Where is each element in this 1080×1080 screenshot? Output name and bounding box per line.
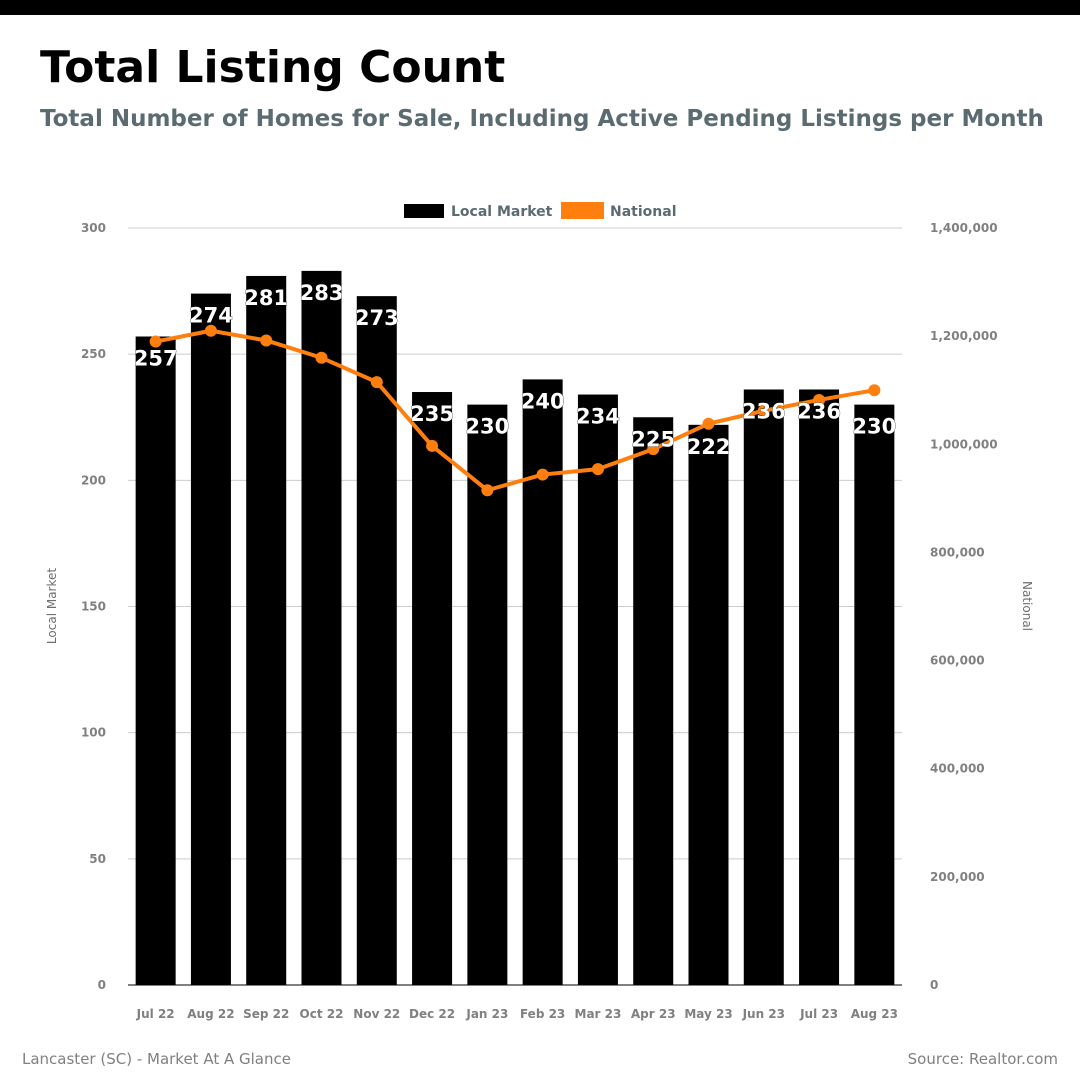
bar-data-label: 230 xyxy=(852,415,896,439)
x-axis-tick-label: Feb 23 xyxy=(520,1007,565,1021)
x-axis-tick-label: Jun 23 xyxy=(742,1007,785,1021)
bar-local-market xyxy=(135,336,176,986)
left-axis-tick-label: 50 xyxy=(89,852,106,866)
national-point xyxy=(260,334,273,347)
bar-data-label: 283 xyxy=(300,281,344,305)
national-point xyxy=(204,324,217,337)
bar-data-label: 274 xyxy=(189,304,233,328)
local-market-bars xyxy=(135,270,895,986)
gridlines xyxy=(128,227,902,860)
legend-swatch-national xyxy=(561,202,604,219)
legend-label-local-market: Local Market xyxy=(451,204,553,220)
x-axis-tick-label: Sep 22 xyxy=(243,1007,289,1021)
x-axis-tick-label: Jul 23 xyxy=(799,1007,838,1021)
legend-label-national: National xyxy=(610,204,677,220)
national-point xyxy=(813,393,826,406)
x-axis-tick-label: Aug 22 xyxy=(187,1007,234,1021)
national-point xyxy=(647,443,660,456)
legend: Local Market National xyxy=(404,202,677,220)
bar-local-market xyxy=(467,404,508,986)
x-axis-tick-label: Jul 22 xyxy=(136,1007,175,1021)
national-line xyxy=(155,328,875,493)
page-subtitle: Total Number of Homes for Sale, Includin… xyxy=(40,106,1044,132)
national-point xyxy=(426,439,439,452)
national-point xyxy=(702,417,715,430)
x-axis-tick-label: Oct 22 xyxy=(300,1007,344,1021)
bar-data-label: 240 xyxy=(521,389,565,413)
bar-local-market xyxy=(688,424,729,985)
bar-data-label: 236 xyxy=(797,399,841,423)
national-point xyxy=(868,384,881,397)
page-title: Total Listing Count xyxy=(40,42,506,93)
left-axis-tick-label: 150 xyxy=(81,600,106,614)
national-line-series xyxy=(149,324,881,497)
bar-local-market xyxy=(577,394,618,985)
x-axis-tick-label: Apr 23 xyxy=(631,1007,676,1021)
x-axis-tick-label: Dec 22 xyxy=(409,1007,455,1021)
right-axis-tick-label: 1,000,000 xyxy=(930,437,998,451)
national-point xyxy=(315,351,328,364)
bar-data-labels: 257 274 281 283 273 235 230 240 234 225 222 236 236 2… xyxy=(133,281,896,460)
right-axis-tick-label: 600,000 xyxy=(930,654,985,668)
left-axis-tick-label: 200 xyxy=(81,473,106,487)
x-axis-tick-label: May 23 xyxy=(684,1007,732,1021)
bar-data-label: 235 xyxy=(410,402,454,426)
national-point xyxy=(591,463,604,476)
top-bar xyxy=(0,0,1080,15)
left-axis-tick-label: 100 xyxy=(81,726,106,740)
bar-local-market xyxy=(633,417,674,985)
national-point xyxy=(149,335,162,348)
national-point xyxy=(370,376,383,389)
right-axis-tick-label: 400,000 xyxy=(930,762,985,776)
left-axis-tick-label: 0 xyxy=(98,978,106,992)
footer-source: Source: Realtor.com xyxy=(907,1050,1058,1068)
bar-data-label: 225 xyxy=(631,427,675,451)
bar-local-market xyxy=(190,293,231,985)
right-axis-tick-label: 200,000 xyxy=(930,870,985,884)
bar-local-market xyxy=(743,389,784,985)
bar-local-market xyxy=(799,389,840,985)
bar-data-label: 273 xyxy=(355,306,399,330)
right-axis-title: National xyxy=(1020,581,1034,631)
x-axis-tick-label: Mar 23 xyxy=(575,1007,622,1021)
bar-local-market xyxy=(356,296,397,985)
right-axis-tick-label: 1,200,000 xyxy=(930,329,998,343)
legend-swatch-local-market xyxy=(404,204,444,218)
bar-local-market xyxy=(412,392,453,985)
bar-local-market xyxy=(854,404,895,986)
national-point xyxy=(481,484,494,497)
right-axis-tick-label: 0 xyxy=(930,978,938,992)
right-axis-tick-label: 1,400,000 xyxy=(930,221,998,235)
left-axis-ticks: 0 50 100 150 200 250 300 xyxy=(81,221,106,992)
x-axis-tick-label: Aug 23 xyxy=(851,1007,898,1021)
bar-data-label: 234 xyxy=(576,405,620,429)
left-axis-tick-label: 250 xyxy=(81,347,106,361)
bar-local-market xyxy=(246,275,287,985)
right-axis-ticks: 0 200,000 400,000 600,000 800,000 1,000,000 1,… xyxy=(930,221,998,992)
bar-data-label: 236 xyxy=(742,399,786,423)
bar-data-label: 281 xyxy=(244,286,288,310)
left-axis-tick-label: 300 xyxy=(81,221,106,235)
bar-data-label: 222 xyxy=(687,435,731,459)
right-axis-tick-label: 800,000 xyxy=(930,545,985,559)
x-axis-tick-label: Nov 22 xyxy=(353,1007,400,1021)
bar-data-label: 230 xyxy=(465,415,509,439)
bar-data-label: 257 xyxy=(134,347,178,371)
national-point xyxy=(757,404,770,417)
x-axis-tick-label: Jan 23 xyxy=(465,1007,508,1021)
left-axis-title: Local Market xyxy=(45,568,59,644)
bar-local-market xyxy=(301,270,342,985)
national-point xyxy=(536,468,549,481)
footer-market-name: Lancaster (SC) - Market At A Glance xyxy=(22,1050,291,1068)
x-axis-ticks: Jul 22 Aug 22 Sep 22 Oct 22 Nov 22 Dec 22 Jan … xyxy=(136,1007,898,1021)
